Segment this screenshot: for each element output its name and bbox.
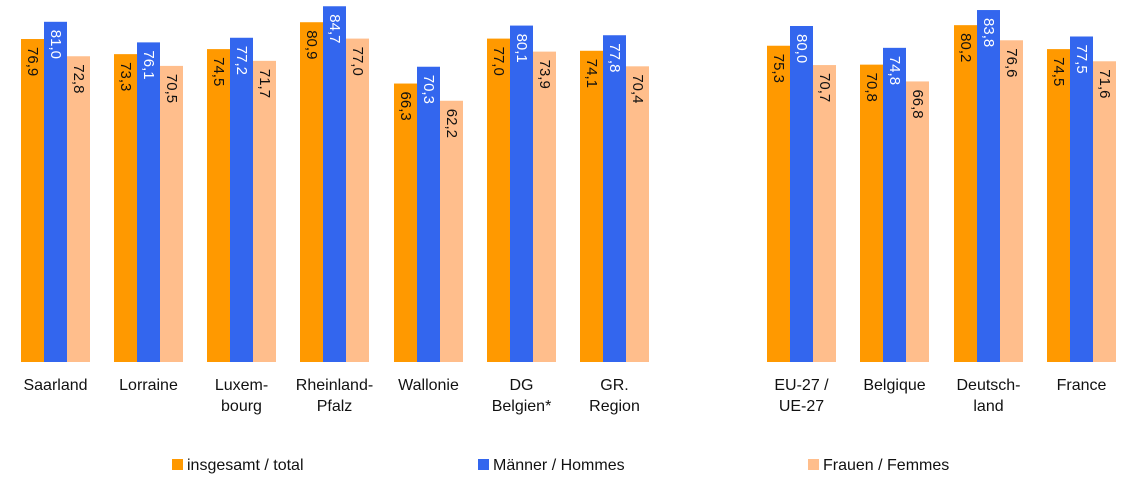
data-label: 80,2 — [957, 33, 974, 62]
category-label: Luxem- — [215, 377, 268, 394]
bar — [487, 38, 510, 362]
category-label: EU-27 / — [774, 377, 829, 394]
data-label: 62,2 — [443, 109, 460, 138]
data-label: 76,1 — [140, 50, 157, 79]
legend-label: Männer / Hommes — [493, 457, 625, 474]
bar — [137, 42, 160, 362]
data-label: 77,2 — [233, 46, 250, 75]
bar — [767, 45, 790, 363]
data-label: 66,8 — [909, 89, 926, 118]
bar — [883, 47, 906, 363]
bar — [160, 65, 183, 363]
bar — [626, 66, 649, 362]
data-label: 72,8 — [70, 64, 87, 93]
legend-swatch — [808, 459, 819, 470]
data-label: 70,7 — [816, 73, 833, 102]
bar — [417, 66, 440, 363]
data-label: 73,3 — [117, 62, 134, 91]
category-label: Wallonie — [398, 377, 459, 394]
data-label: 76,6 — [1003, 48, 1020, 77]
data-label: 80,9 — [303, 30, 320, 59]
bar — [67, 56, 90, 363]
category-label: Belgien* — [492, 398, 552, 415]
legend: insgesamt / total Männer / Hommes Frauen /… — [172, 457, 949, 474]
legend-label: Frauen / Femmes — [823, 457, 949, 474]
category-label: bourg — [221, 398, 262, 415]
bar — [860, 64, 883, 362]
data-label: 83,8 — [980, 18, 997, 47]
category-label: UE-27 — [779, 398, 824, 415]
data-label: 74,8 — [886, 56, 903, 85]
data-label: 77,8 — [606, 43, 623, 72]
data-label: 77,0 — [349, 47, 366, 76]
data-label: 77,0 — [490, 47, 507, 76]
category-label: France — [1057, 377, 1107, 394]
bar — [580, 50, 603, 362]
bar — [1000, 40, 1023, 362]
bar — [440, 100, 463, 362]
bars-layer — [21, 6, 1116, 363]
bar — [906, 81, 929, 362]
bar — [44, 21, 67, 363]
bar — [603, 35, 626, 363]
bar — [114, 54, 137, 362]
bar — [230, 37, 253, 362]
category-labels-layer: Saarland Lorraine Luxem-bourg Rheinland- Pfa… — [23, 377, 1106, 415]
legend-swatch — [478, 459, 489, 470]
bar — [533, 51, 556, 363]
data-label: 70,3 — [420, 75, 437, 104]
data-label: 84,7 — [326, 14, 343, 43]
category-label: Region — [589, 398, 640, 415]
data-label: 74,5 — [1050, 57, 1067, 86]
category-label: GR. — [600, 377, 628, 394]
data-label: 81,0 — [47, 30, 64, 59]
bar — [1047, 49, 1070, 362]
bar — [21, 39, 44, 363]
legend-label: insgesamt / total — [187, 457, 304, 474]
data-label: 70,4 — [629, 74, 646, 103]
bar — [1093, 61, 1116, 362]
bar — [977, 10, 1000, 362]
data-label: 74,5 — [210, 57, 227, 86]
bar — [323, 6, 346, 362]
data-label: 77,5 — [1073, 45, 1090, 74]
data-label: 75,3 — [770, 54, 787, 83]
category-label: Belgique — [863, 377, 925, 394]
value-labels-layer: 76,9 81,0 72,8 73,3 76,1 70,5 74,5 77,2 71,7 80,9… — [24, 14, 1113, 138]
data-label: 70,5 — [163, 74, 180, 103]
bar — [300, 22, 323, 362]
bar — [207, 49, 230, 362]
data-label: 74,1 — [583, 59, 600, 88]
bar — [813, 65, 836, 362]
bar — [253, 60, 276, 363]
bar — [394, 83, 417, 362]
bar — [1070, 36, 1093, 362]
legend-swatch — [172, 459, 183, 470]
category-label: Saarland — [23, 377, 87, 394]
data-label: 70,8 — [863, 73, 880, 102]
category-label: Lorraine — [119, 377, 178, 394]
data-label: 73,9 — [536, 60, 553, 89]
category-label: Deutsch- — [956, 377, 1020, 394]
category-label: Pfalz — [317, 398, 353, 415]
data-label: 80,1 — [513, 34, 530, 63]
data-label: 66,3 — [397, 92, 414, 121]
bar — [510, 25, 533, 363]
category-label: DG — [510, 377, 534, 394]
category-label: land — [973, 398, 1003, 415]
data-label: 76,9 — [24, 47, 41, 76]
data-label: 80,0 — [793, 34, 810, 63]
bar — [954, 25, 977, 362]
bar — [790, 26, 813, 362]
category-label: Rheinland- — [296, 377, 373, 394]
data-label: 71,7 — [256, 69, 273, 98]
bar — [346, 38, 369, 362]
data-label: 71,6 — [1096, 69, 1113, 98]
